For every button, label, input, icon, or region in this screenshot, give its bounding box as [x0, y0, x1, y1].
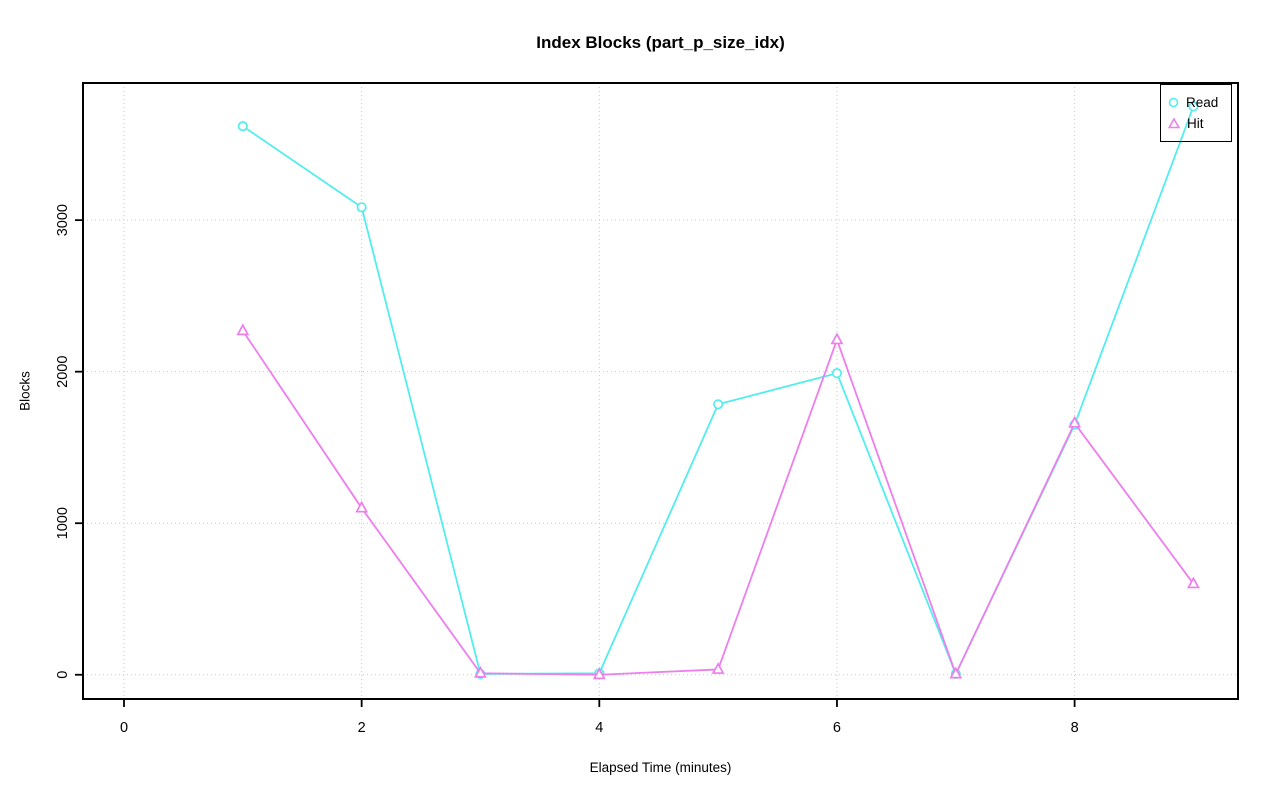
svg-text:3000: 3000 — [55, 204, 71, 236]
svg-text:2: 2 — [358, 720, 366, 736]
svg-text:8: 8 — [1071, 720, 1079, 736]
chart-title: Index Blocks (part_p_size_idx) — [536, 33, 785, 52]
read-circle-icon — [1168, 97, 1179, 108]
x-axis-title: Elapsed Time (minutes) — [589, 760, 732, 775]
legend-label-hit: Hit — [1187, 115, 1204, 131]
svg-text:1000: 1000 — [55, 507, 71, 539]
legend-label-read: Read — [1186, 94, 1219, 110]
svg-text:0: 0 — [120, 720, 128, 736]
svg-text:2000: 2000 — [55, 356, 71, 388]
svg-text:4: 4 — [595, 720, 603, 736]
legend: Read Hit — [1160, 84, 1232, 142]
svg-text:6: 6 — [833, 720, 841, 736]
legend-item-hit: Hit — [1168, 115, 1231, 133]
legend-item-read: Read — [1168, 94, 1231, 112]
y-axis-title: Blocks — [17, 371, 33, 411]
svg-text:0: 0 — [55, 671, 71, 679]
hit-triangle-icon — [1168, 118, 1180, 129]
